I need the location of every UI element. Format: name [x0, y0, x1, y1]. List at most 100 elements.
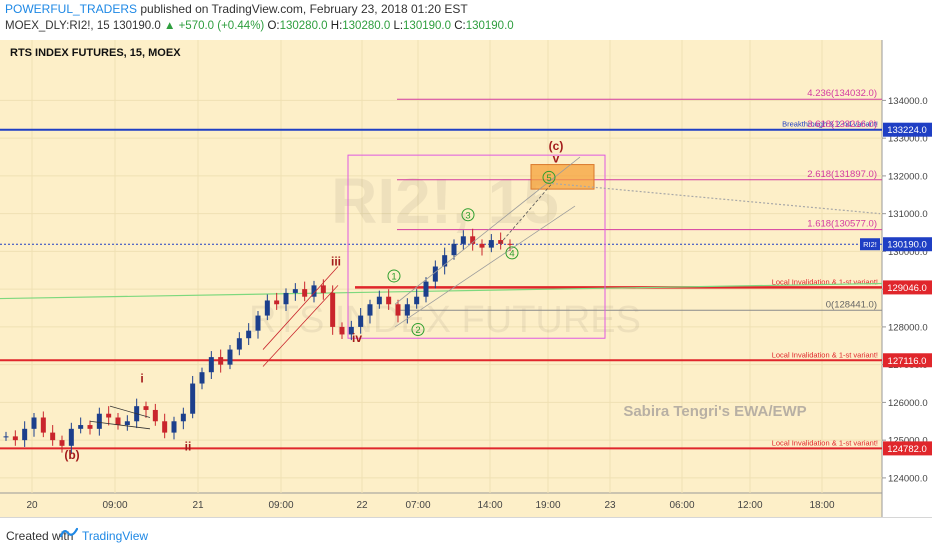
forecast-path: [551, 182, 881, 215]
candle-body: [124, 421, 130, 426]
current-price-label: RI2!: [863, 240, 877, 249]
tradingview-logo-icon: [60, 527, 78, 538]
candle-body: [507, 243, 513, 245]
candle-body: [414, 296, 420, 305]
candle-body: [50, 432, 56, 441]
open-label: O:: [267, 20, 280, 32]
high-label: H:: [330, 20, 343, 32]
y-tick-label: 125000.0: [888, 436, 928, 447]
fib-label: 4.236(134032.0): [807, 88, 877, 99]
y-tick-label: 131000.0: [888, 209, 928, 220]
x-tick-label: 12:00: [737, 500, 762, 511]
price-chart[interactable]: RI2!, 15 RTS INDEX FUTURES Sabira Tengri's…: [0, 40, 932, 517]
price-change: ▲ +570.0 (+0.44%): [164, 20, 265, 32]
triangle-line: [89, 420, 151, 430]
price-tag: [883, 280, 932, 295]
fib-label: 1.618(130577.0): [807, 219, 877, 230]
wave-label-red: i: [140, 371, 143, 385]
candle-body: [218, 357, 224, 365]
price-tag-label: 127116.0: [888, 356, 927, 367]
x-tick-label: 09:00: [102, 500, 127, 511]
candle-body: [358, 315, 364, 327]
y-tick-label: 124000.0: [888, 473, 928, 484]
wave-label-green: 2: [415, 325, 420, 336]
wave-label-red: (c): [549, 139, 564, 153]
candle-body: [292, 289, 298, 293]
channel-line: [394, 205, 576, 328]
close-label: C:: [454, 20, 466, 32]
wave-circle: [461, 208, 475, 222]
candle-body: [171, 421, 177, 433]
candle-body: [227, 349, 233, 365]
candle-body: [162, 421, 168, 433]
candle-body: [106, 413, 112, 418]
y-tick-label: 126000.0: [888, 398, 928, 409]
y-tick-label: 133000.0: [888, 134, 928, 145]
price-tag: [883, 122, 932, 137]
y-tick-label: 132000.0: [888, 171, 928, 182]
wave-label-red: v: [553, 152, 560, 166]
level-label: Local Invalidation & 1-st variant!: [772, 438, 878, 447]
candle-body: [386, 296, 392, 305]
tradingview-brand-link[interactable]: TradingView: [82, 529, 149, 543]
candle-body: [199, 372, 205, 384]
current-price-badge: [860, 238, 880, 251]
x-tick-label: 14:00: [477, 500, 502, 511]
candle-body: [404, 304, 410, 316]
candle-body: [302, 289, 308, 297]
x-tick-label: 18:00: [809, 500, 834, 511]
wave-label-green: 4: [509, 248, 514, 259]
level-label: Local Invalidation & 1-st variant!: [772, 350, 878, 359]
watermark-symbol: RI2!, 15: [331, 165, 559, 237]
symbol-line: MOEX_DLY:RI2!, 15 130190.0 ▲ +570.0 (+0.…: [5, 20, 514, 32]
wave-box: [347, 154, 606, 339]
candle-body: [451, 243, 457, 256]
candle-body: [442, 255, 448, 267]
x-tick-label: 22: [356, 500, 368, 511]
candle-body: [460, 236, 466, 244]
candle-body: [208, 357, 214, 373]
projection-line: [499, 183, 553, 245]
candle-body: [87, 425, 93, 429]
candle-body: [283, 292, 289, 305]
candle-body: [320, 285, 326, 293]
price-tag-label: 130190.0: [887, 240, 927, 251]
symbol-name: MOEX_DLY:RI2!, 15: [5, 20, 110, 32]
candle-body: [330, 292, 336, 327]
high-value: 130280.0: [342, 20, 391, 32]
level-label: Breakthrough & 2-nd variant!: [782, 120, 878, 129]
candle-body: [348, 326, 354, 335]
close-value: 130190.0: [465, 20, 514, 32]
x-tick-label: 23: [604, 500, 616, 511]
candle-body: [68, 428, 74, 446]
candle-body: [190, 383, 196, 414]
level-label: Local Invalidation & 1-st variant!: [772, 277, 878, 286]
candle-body: [376, 296, 382, 305]
footer: Created with TradingView: [0, 517, 932, 551]
x-tick-label: 07:00: [405, 500, 430, 511]
candle-body: [22, 428, 28, 441]
channel-line: [262, 266, 339, 350]
candle-body: [488, 240, 494, 248]
wave-label-green: 1: [391, 271, 396, 282]
x-tick-label: 20: [26, 500, 38, 511]
price-tag-label: 129046.0: [887, 283, 927, 294]
chart-area[interactable]: RI2!, 15 RTS INDEX FUTURES Sabira Tengri's…: [0, 40, 932, 517]
candle-body: [152, 409, 158, 422]
candle-body: [423, 281, 429, 297]
author-link[interactable]: POWERFUL_TRADERS: [5, 2, 138, 16]
fib-label: 2.618(131897.0): [807, 169, 877, 180]
candle-body: [78, 425, 84, 429]
triangle-line: [109, 405, 151, 418]
trend-line: [0, 282, 883, 300]
channel-line: [394, 156, 581, 305]
price-scale-background: [882, 40, 932, 517]
candle-body: [498, 240, 504, 244]
candle-body: [31, 417, 37, 429]
fib-label: 0(128441.0): [826, 299, 877, 310]
candle-body: [143, 406, 149, 410]
y-tick-label: 130000.0: [888, 247, 928, 258]
candle-body: [470, 236, 476, 244]
wave-label-red: ii: [185, 440, 192, 454]
low-label: L:: [393, 20, 404, 32]
